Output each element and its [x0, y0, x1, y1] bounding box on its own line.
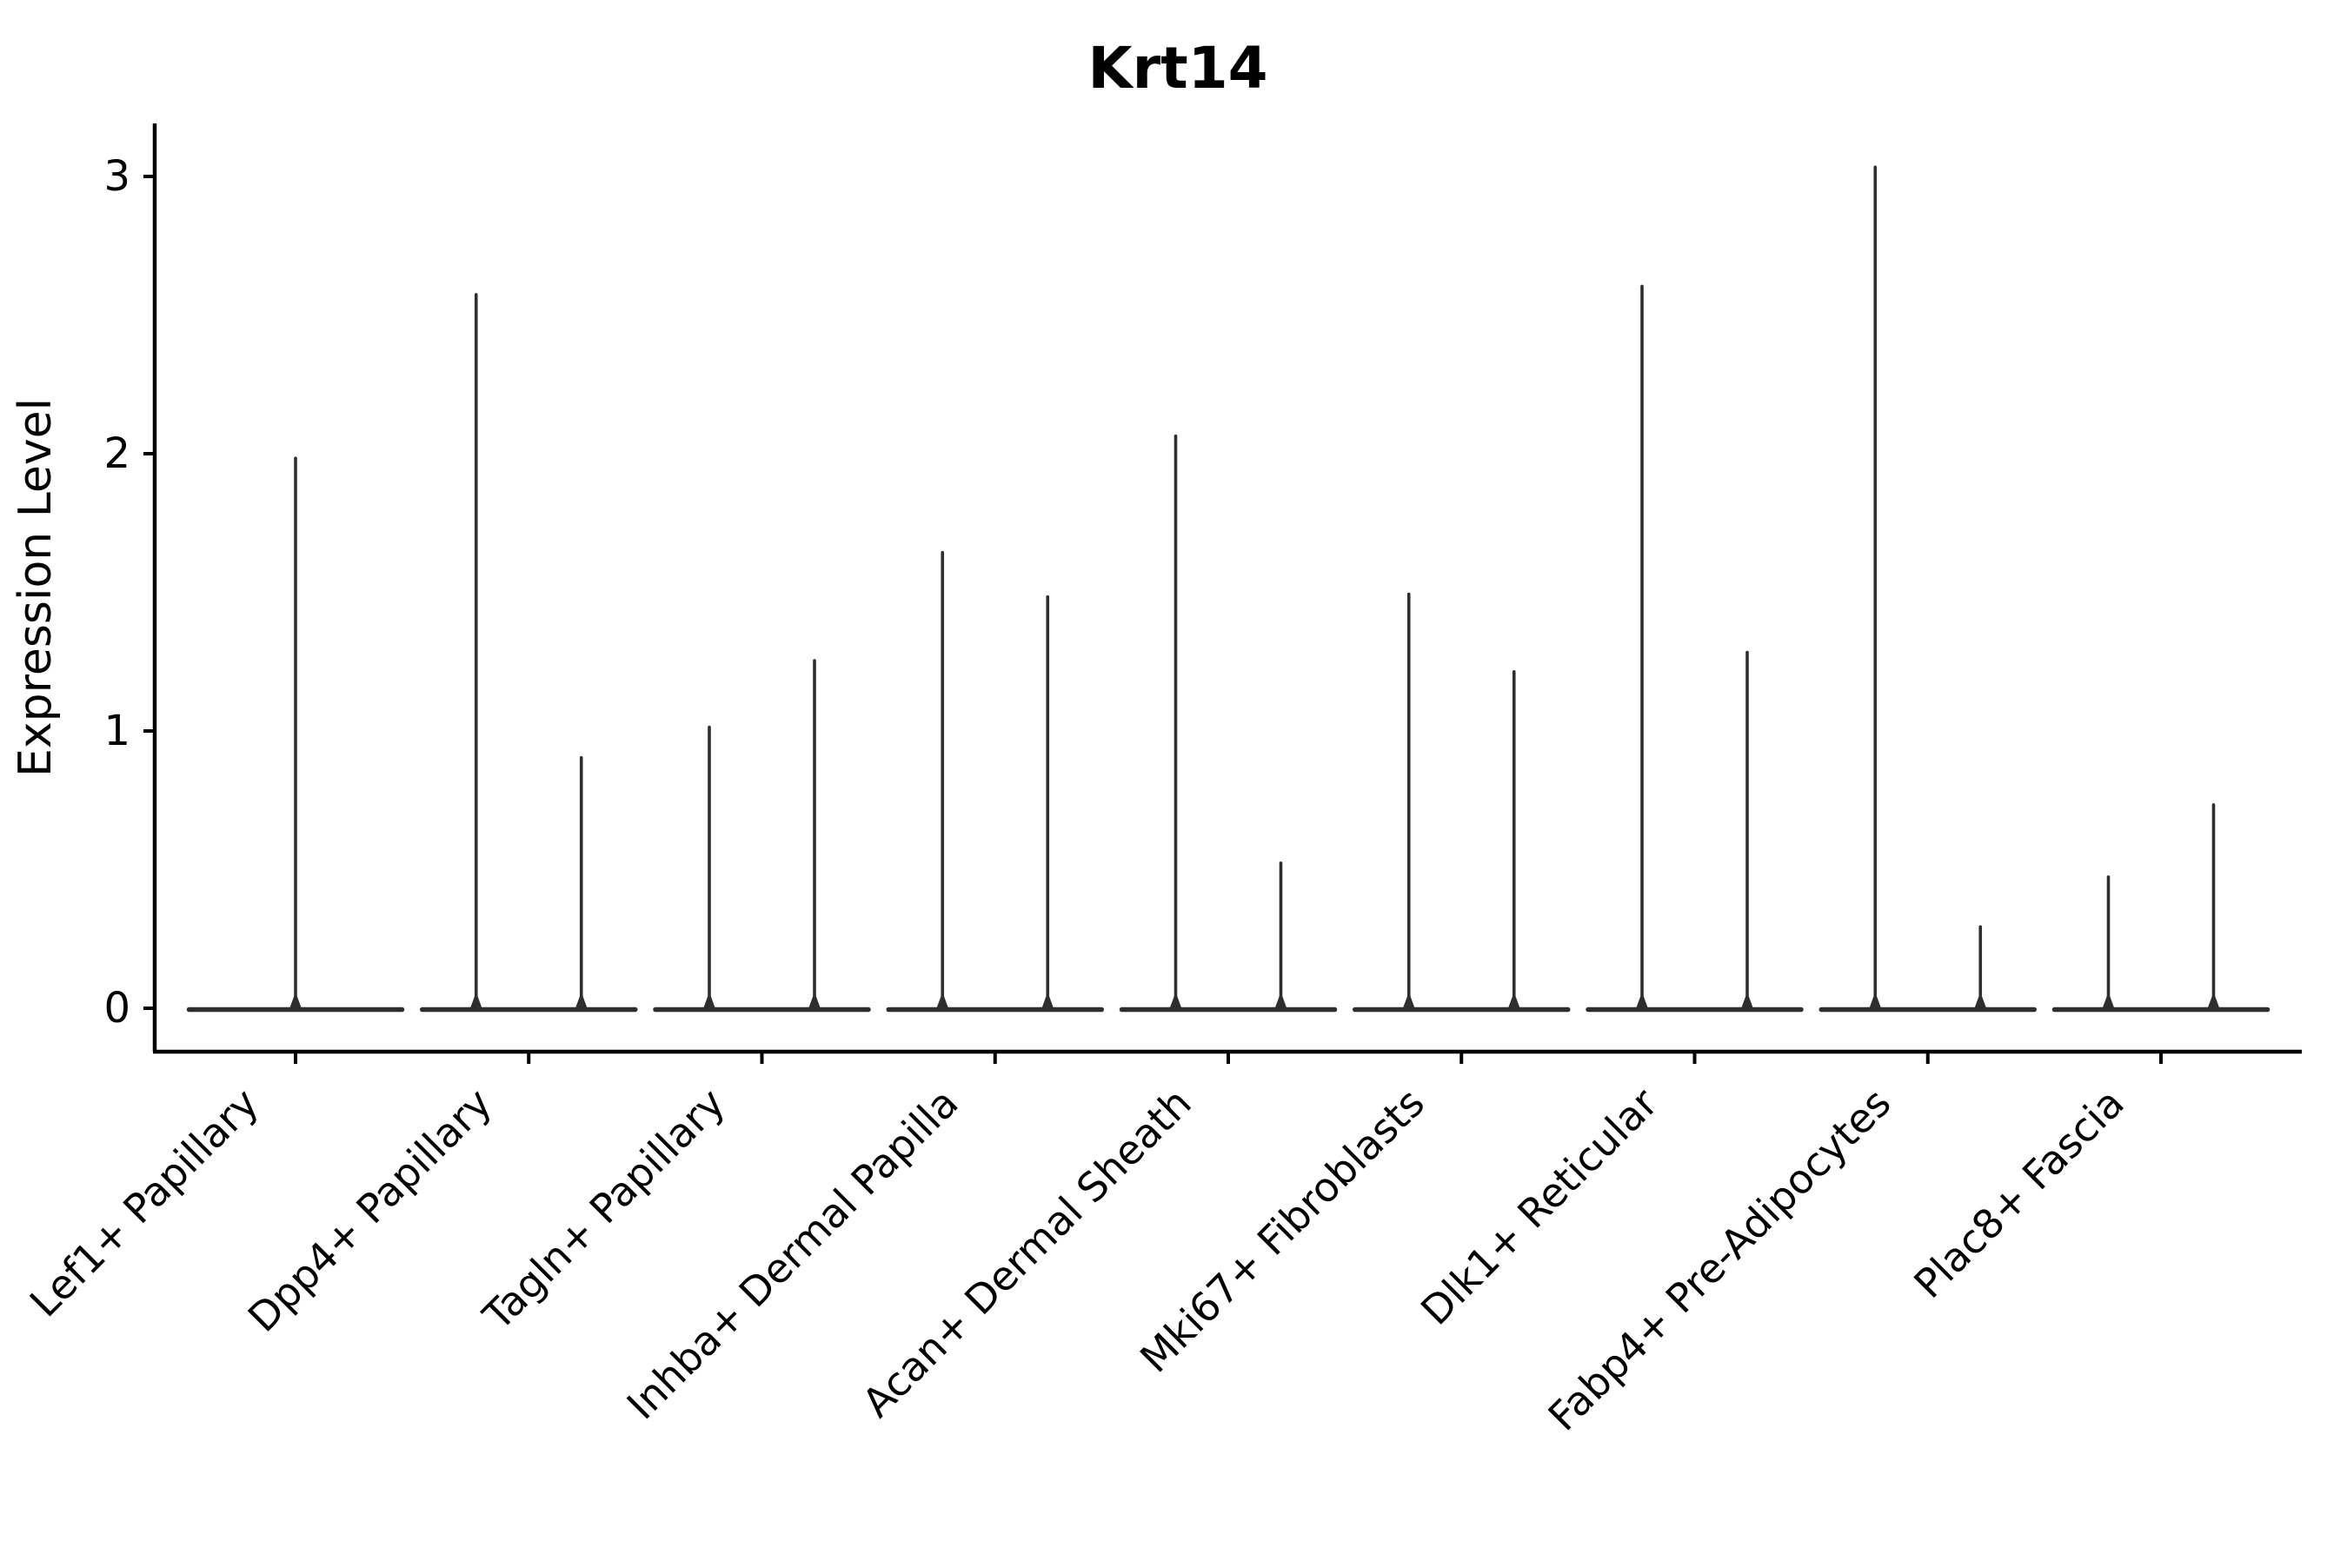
y-tick-label: 3 [103, 152, 130, 201]
category-label: Tagln+ Papillary [474, 1080, 735, 1340]
category-label: Lef1+ Papillary [21, 1080, 268, 1326]
violins-group [186, 165, 2271, 1013]
y-axis-label: Expression Level [10, 398, 62, 777]
axes-group: 0 1 2 3 [103, 123, 2302, 1064]
category-label: Dlk1+ Reticular [1412, 1080, 1666, 1334]
y-tick-label: 0 [103, 984, 130, 1033]
y-tick-label: 2 [103, 429, 130, 478]
category-label: Plac8+ Fascia [1905, 1080, 2132, 1307]
chart-title: Krt14 [1087, 35, 1267, 102]
category-label: Dpp4+ Papillary [239, 1080, 501, 1341]
y-tick-label: 1 [103, 707, 130, 755]
